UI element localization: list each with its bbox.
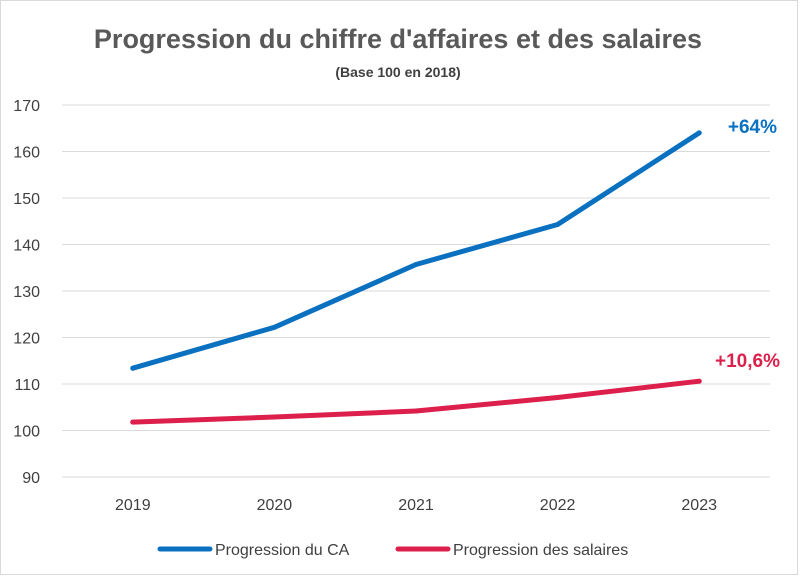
- y-tick-label: 150: [13, 191, 40, 208]
- gridlines: [62, 104, 770, 478]
- end-labels: +64% +10,6%: [715, 117, 780, 372]
- series-lines: [130, 130, 702, 425]
- y-tick-label: 90: [22, 470, 40, 487]
- y-tick-label: 170: [13, 98, 40, 115]
- data-point: [696, 378, 702, 384]
- data-point: [555, 394, 561, 400]
- y-axis-ticks: 90 100 110 120 130 140 150 160 170: [13, 98, 40, 487]
- series-line-2: [130, 378, 702, 425]
- y-tick-label: 140: [13, 238, 40, 255]
- chart-title: Progression du chiffre d'affaires et des…: [94, 24, 702, 54]
- data-point: [130, 365, 136, 371]
- x-tick-label: 2022: [540, 497, 576, 514]
- y-tick-label: 110: [14, 377, 40, 394]
- x-tick-label: 2021: [398, 497, 434, 514]
- x-tick-label: 2020: [257, 497, 293, 514]
- y-tick-label: 120: [13, 331, 40, 348]
- legend-label-1: Progression du CA: [215, 542, 350, 559]
- x-tick-label: 2019: [115, 497, 151, 514]
- data-point: [696, 130, 702, 136]
- data-point: [271, 324, 277, 330]
- x-axis-ticks: 2019 2020 2021 2022 2023: [115, 497, 717, 514]
- end-label-2: +10,6%: [715, 351, 780, 372]
- data-point: [413, 261, 419, 267]
- legend: Progression du CA Progression des salaire…: [157, 542, 628, 559]
- data-point: [130, 419, 136, 425]
- y-tick-label: 130: [13, 284, 40, 301]
- data-point: [271, 414, 277, 420]
- series-line-1: [130, 130, 702, 371]
- x-tick-label: 2023: [681, 497, 717, 514]
- data-point: [555, 222, 561, 228]
- y-tick-label: 160: [13, 145, 40, 162]
- data-point: [413, 408, 419, 414]
- y-tick-label: 100: [13, 424, 40, 441]
- chart-subtitle: (Base 100 en 2018): [335, 64, 460, 80]
- legend-label-2: Progression des salaires: [453, 542, 628, 559]
- end-label-1: +64%: [728, 117, 777, 138]
